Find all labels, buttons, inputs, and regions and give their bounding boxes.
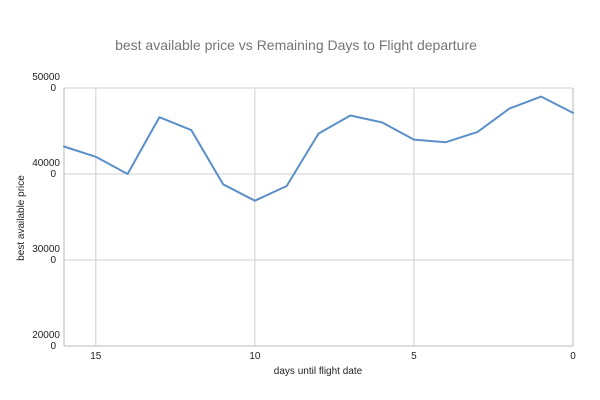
x-tick-label: 5 xyxy=(411,351,417,362)
x-axis-label: days until flight date xyxy=(274,366,363,377)
y-tick-label: 20000 0 xyxy=(32,330,60,352)
y-tick-label: 40000 0 xyxy=(32,158,60,180)
x-tick-label: 0 xyxy=(570,351,576,362)
chart-title: best available price vs Remaining Days t… xyxy=(115,37,477,53)
y-axis-label: best available price xyxy=(16,175,27,261)
y-tick-label: 30000 0 xyxy=(32,244,60,266)
x-axis-ticks: 15 10 5 0 xyxy=(90,351,576,362)
price-series-line xyxy=(63,95,574,202)
plot-frame xyxy=(63,88,574,347)
chart-gridlines xyxy=(64,87,574,347)
x-tick-label: 15 xyxy=(90,351,102,362)
y-tick-label: 50000 0 xyxy=(32,72,60,94)
x-tick-label: 10 xyxy=(249,351,261,362)
y-axis-ticks: 20000 0 30000 0 40000 0 50000 0 xyxy=(32,72,60,352)
chart-series xyxy=(63,95,574,202)
